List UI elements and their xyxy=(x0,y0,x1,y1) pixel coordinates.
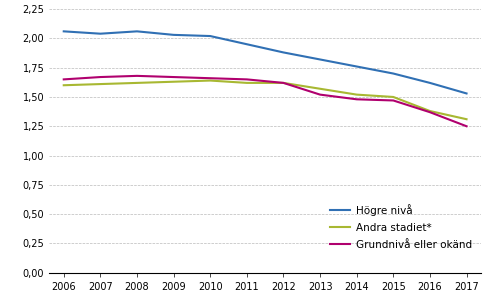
Andra stadiet* xyxy=(244,81,250,85)
Grundnivå eller okänd xyxy=(61,78,67,81)
Grundnivå eller okänd xyxy=(464,125,469,128)
Högre nivå xyxy=(244,42,250,46)
Andra stadiet* xyxy=(317,87,323,91)
Grundnivå eller okänd xyxy=(354,98,359,101)
Högre nivå xyxy=(464,92,469,95)
Grundnivå eller okänd xyxy=(134,74,140,78)
Grundnivå eller okänd xyxy=(244,78,250,81)
Högre nivå xyxy=(171,33,177,37)
Line: Andra stadiet*: Andra stadiet* xyxy=(64,81,466,119)
Högre nivå xyxy=(317,58,323,61)
Högre nivå xyxy=(61,29,67,33)
Andra stadiet* xyxy=(134,81,140,85)
Andra stadiet* xyxy=(464,117,469,121)
Högre nivå xyxy=(280,51,286,54)
Högre nivå xyxy=(207,34,213,38)
Line: Grundnivå eller okänd: Grundnivå eller okänd xyxy=(64,76,466,126)
Andra stadiet* xyxy=(354,93,359,96)
Grundnivå eller okänd xyxy=(427,110,433,114)
Andra stadiet* xyxy=(207,79,213,82)
Grundnivå eller okänd xyxy=(97,75,103,79)
Grundnivå eller okänd xyxy=(317,93,323,96)
Högre nivå xyxy=(97,32,103,35)
Andra stadiet* xyxy=(280,81,286,85)
Grundnivå eller okänd xyxy=(280,81,286,85)
Grundnivå eller okänd xyxy=(390,99,396,102)
Andra stadiet* xyxy=(97,82,103,86)
Högre nivå xyxy=(427,81,433,85)
Grundnivå eller okänd xyxy=(171,75,177,79)
Högre nivå xyxy=(390,72,396,75)
Legend: Högre nivå, Andra stadiet*, Grundnivå eller okänd: Högre nivå, Andra stadiet*, Grundnivå el… xyxy=(326,199,476,254)
Andra stadiet* xyxy=(61,83,67,87)
Högre nivå xyxy=(354,65,359,68)
Grundnivå eller okänd xyxy=(207,76,213,80)
Andra stadiet* xyxy=(390,95,396,99)
Line: Högre nivå: Högre nivå xyxy=(64,31,466,93)
Högre nivå xyxy=(134,29,140,33)
Andra stadiet* xyxy=(427,109,433,113)
Andra stadiet* xyxy=(171,80,177,84)
